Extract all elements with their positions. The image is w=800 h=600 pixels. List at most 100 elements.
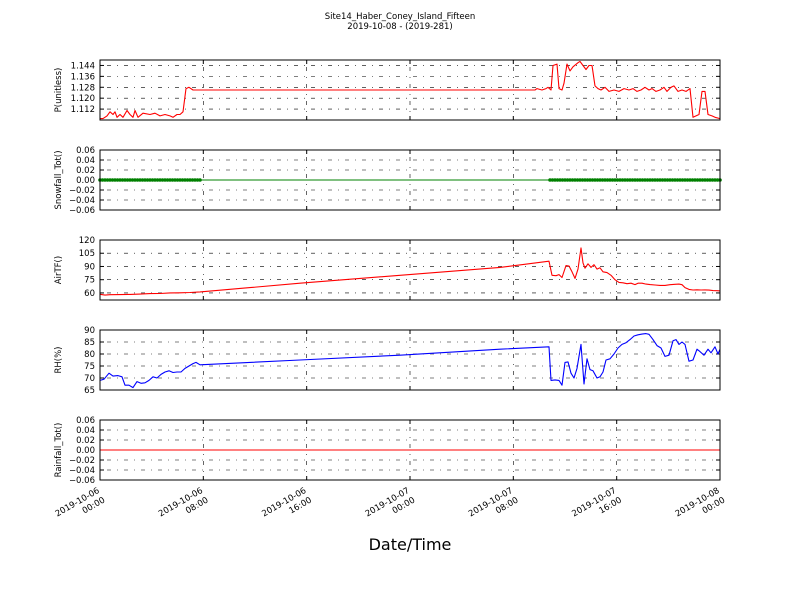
data-point [115,178,120,182]
data-point [700,178,705,182]
data-point [168,178,172,182]
y-tick-label: 0.02 [76,436,95,446]
data-point [108,178,112,182]
data-point [585,178,590,182]
data-point [588,178,592,182]
y-tick-label: 1.128 [71,83,95,93]
data-point [150,178,155,182]
data-point [178,178,182,182]
y-tick-label: 80 [84,350,95,360]
data-point [605,178,610,182]
subplot-2: −0.06−0.04−0.020.000.020.040.06 Snowfall_… [54,146,722,216]
y-tick-label: 105 [79,249,95,259]
y-tick-label: 75 [84,362,95,372]
data-point [143,178,147,182]
data-point [625,178,630,182]
y-tick-label: 0.02 [76,166,95,176]
data-point [595,178,600,182]
axes-frame [99,239,721,301]
y-axis-label: Snowfall_Tot() [54,150,64,209]
data-point [618,178,622,182]
data-point [670,178,675,182]
data-point [678,178,682,182]
data-point [613,178,617,182]
data-point [553,178,557,182]
y-tick-label: 65 [84,386,95,396]
data-point [703,178,707,182]
data-point [548,178,552,182]
data-point [638,178,642,182]
data-point [600,178,605,182]
data-point [123,178,127,182]
data-point [113,178,117,182]
data-point [570,178,575,182]
y-tick-label: −0.02 [69,186,95,196]
y-tick-label: 0.06 [76,146,95,156]
y-tick-label: −0.06 [69,476,95,486]
data-point [578,178,582,182]
data-point [193,178,197,182]
data-point [705,178,710,182]
data-point [163,178,167,182]
y-tick-label: 0.04 [76,426,95,436]
data-point [550,178,555,182]
data-point [685,178,690,182]
y-axis-label: AirTF() [54,256,64,284]
data-point [558,178,562,182]
data-point [188,178,192,182]
subplot-5: −0.06−0.04−0.020.000.020.040.06 Rainfall_… [54,416,721,486]
data-point [140,178,145,182]
data-point [620,178,625,182]
data-point [668,178,672,182]
data-point [623,178,627,182]
y-tick-label: 90 [84,262,95,272]
data-point [603,178,607,182]
data-point [693,178,697,182]
data-point [590,178,595,182]
data-point [710,178,715,182]
data-point [665,178,670,182]
data-point [650,178,655,182]
y-tick-label: 0.06 [76,416,95,426]
data-point [568,178,572,182]
y-tick-label: 60 [84,289,95,299]
y-tick-label: 0.00 [76,446,95,456]
y-tick-label: 1.120 [71,94,95,104]
y-tick-label: 1.112 [71,105,95,115]
data-point [695,178,700,182]
data-point [560,178,565,182]
y-axis-label: Rainfall_Tot() [54,423,64,478]
y-tick-label: 1.136 [71,72,95,82]
data-point [583,178,587,182]
data-point [610,178,615,182]
axes-frame [99,329,721,391]
data-point [555,178,560,182]
data-point [170,178,175,182]
data-point [598,178,602,182]
y-axis-label: RH(%) [54,346,64,373]
figure-title: Site14_Haber_Coney_Island_Fifteen [325,12,476,22]
y-axis-label: P(unitless) [54,68,64,113]
data-point [635,178,640,182]
y-tick-label: −0.04 [69,196,95,206]
data-point [155,178,160,182]
y-tick-label: −0.06 [69,206,95,216]
y-tick-label: 120 [79,236,95,246]
y-tick-label: 70 [84,374,95,384]
data-point [593,178,597,182]
data-point [675,178,680,182]
data-point [138,178,142,182]
y-tick-label: −0.02 [69,456,95,466]
data-point [128,178,132,182]
data-point [198,178,202,182]
data-point [110,178,115,182]
series-line [100,60,721,120]
y-tick-label: 75 [84,276,95,286]
data-point [145,178,150,182]
